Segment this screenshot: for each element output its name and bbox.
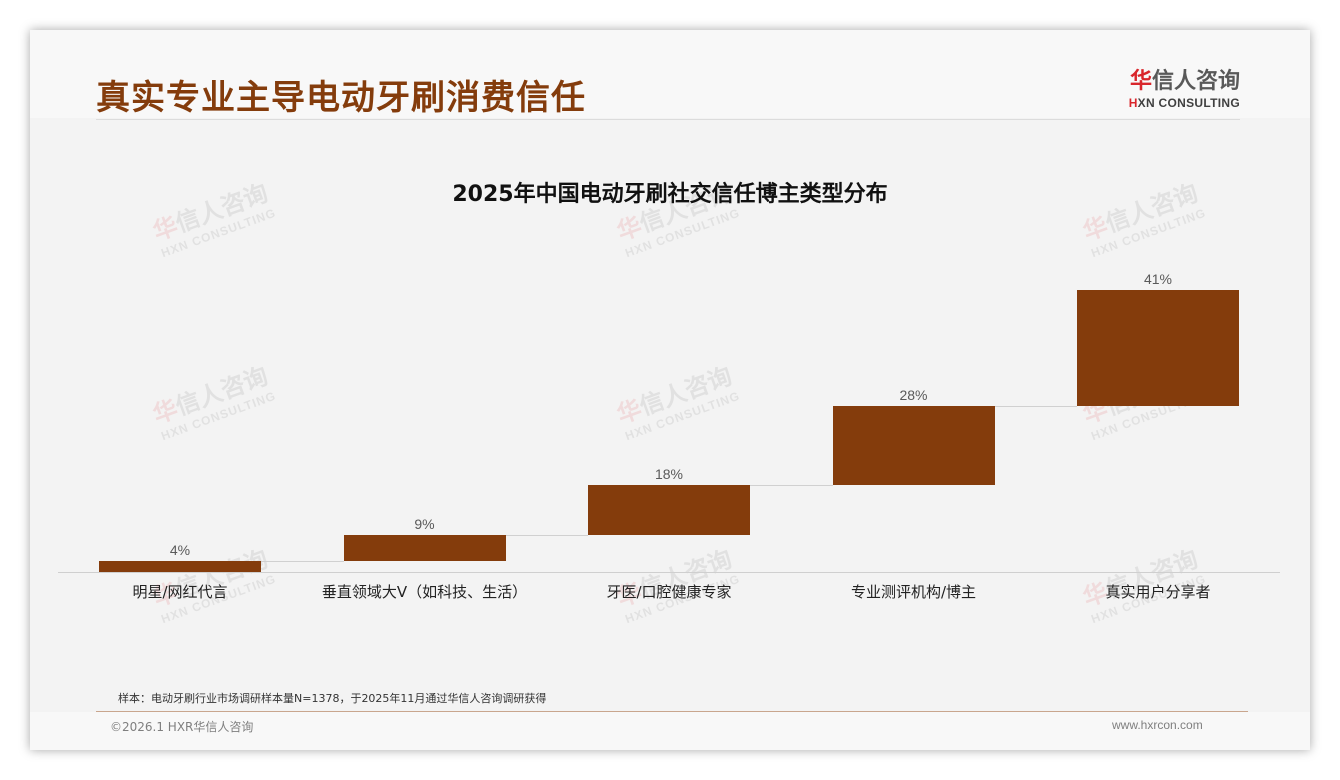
connector-line	[261, 560, 344, 562]
logo-accent-char: 华	[1129, 69, 1152, 94]
connector-line	[994, 405, 1077, 407]
logo-english: HXN CONSULTING	[1110, 96, 1240, 110]
value-label: 41%	[1143, 271, 1173, 287]
value-label: 4%	[169, 541, 191, 558]
connector-line	[750, 484, 833, 486]
logo-en-accent: H	[1128, 96, 1138, 110]
page-title: 真实专业主导电动牙刷消费信任	[96, 78, 586, 118]
footer-divider	[96, 711, 1248, 712]
category-label: 明星/网红代言	[132, 583, 228, 601]
logo-chinese-text: 信人咨询	[1151, 69, 1240, 94]
connector-line	[505, 535, 588, 537]
header-divider	[96, 119, 1240, 120]
bar	[832, 405, 995, 485]
category-label: 专业测评机构/博主	[850, 583, 977, 601]
footer-band	[30, 712, 1310, 750]
source-note: 样本：电动牙刷行业市场调研样本量N=1378，于2025年11月通过华信人咨询调…	[118, 692, 547, 705]
x-axis-line	[58, 572, 1280, 573]
category-label: 牙医/口腔健康专家	[606, 583, 732, 601]
value-label: 18%	[654, 465, 684, 482]
category-label: 真实用户分享者	[1105, 583, 1211, 601]
bar	[588, 484, 750, 536]
value-label: 9%	[414, 516, 435, 533]
logo-english-text: XN CONSULTING	[1137, 96, 1240, 110]
slide: 真实专业主导电动牙刷消费信任 华信人咨询 HXN CONSULTING 华信人咨…	[30, 30, 1310, 750]
waterfall-chart: 4% 明星/网红代言 9% 垂直领域大V（如科技、生活） 18% 牙医/口腔健康专家 28%…	[30, 30, 1310, 750]
chart-title: 2025年中国电动牙刷社交信任博主类型分布	[452, 182, 888, 207]
value-label: 28%	[899, 386, 928, 403]
bar	[1077, 290, 1239, 406]
category-label: 垂直领域大V（如科技、生活）	[321, 583, 528, 601]
bar	[99, 560, 261, 572]
logo-chinese: 华信人咨询	[1110, 63, 1240, 95]
copyright: ©2026.1 HXR华信人咨询	[110, 720, 254, 734]
header-band	[30, 30, 1310, 118]
bar	[343, 535, 506, 561]
company-logo: 华信人咨询 HXN CONSULTING	[1110, 63, 1240, 110]
website-link[interactable]: www.hxrcon.com	[1112, 718, 1203, 732]
